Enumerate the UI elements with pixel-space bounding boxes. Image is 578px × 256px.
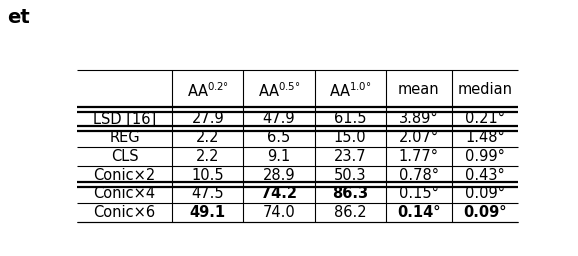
Text: 0.14°: 0.14°: [397, 205, 440, 220]
Text: 2.07°: 2.07°: [399, 130, 439, 145]
Text: 27.9: 27.9: [191, 111, 224, 126]
Text: median: median: [457, 82, 512, 97]
Text: CLS: CLS: [111, 149, 138, 164]
Text: 0.09°: 0.09°: [465, 186, 505, 201]
Text: AA$^{1.0\degree}$: AA$^{1.0\degree}$: [329, 80, 371, 100]
Text: 0.43°: 0.43°: [465, 168, 505, 183]
Text: 23.7: 23.7: [334, 149, 366, 164]
Text: 0.99°: 0.99°: [465, 149, 505, 164]
Text: 0.15°: 0.15°: [399, 186, 439, 201]
Text: REG: REG: [109, 130, 140, 145]
Text: 1.77°: 1.77°: [399, 149, 439, 164]
Text: 47.5: 47.5: [191, 186, 224, 201]
Text: 10.5: 10.5: [191, 168, 224, 183]
Text: 74.0: 74.0: [262, 205, 295, 220]
Text: 9.1: 9.1: [268, 149, 291, 164]
Text: 47.9: 47.9: [262, 111, 295, 126]
Text: 86.3: 86.3: [332, 186, 368, 201]
Text: 74.2: 74.2: [261, 186, 297, 201]
Text: 0.78°: 0.78°: [399, 168, 439, 183]
Text: 3.89°: 3.89°: [399, 111, 439, 126]
Text: 6.5: 6.5: [268, 130, 291, 145]
Text: 1.48°: 1.48°: [465, 130, 505, 145]
Text: 50.3: 50.3: [334, 168, 366, 183]
Text: AA$^{0.2\degree}$: AA$^{0.2\degree}$: [187, 80, 229, 100]
Text: AA$^{0.5\degree}$: AA$^{0.5\degree}$: [258, 80, 300, 100]
Text: 49.1: 49.1: [190, 205, 226, 220]
Text: Conic×4: Conic×4: [94, 186, 155, 201]
Text: 28.9: 28.9: [262, 168, 295, 183]
Text: 2.2: 2.2: [196, 130, 220, 145]
Text: 2.2: 2.2: [196, 149, 220, 164]
Text: 0.09°: 0.09°: [463, 205, 507, 220]
Text: Conic×2: Conic×2: [94, 168, 155, 183]
Text: 86.2: 86.2: [334, 205, 366, 220]
Text: 61.5: 61.5: [334, 111, 366, 126]
Text: mean: mean: [398, 82, 439, 97]
Text: 0.21°: 0.21°: [465, 111, 505, 126]
Text: et: et: [7, 8, 29, 27]
Text: Conic×6: Conic×6: [94, 205, 155, 220]
Text: 15.0: 15.0: [334, 130, 366, 145]
Text: LSD [16]: LSD [16]: [93, 111, 156, 126]
